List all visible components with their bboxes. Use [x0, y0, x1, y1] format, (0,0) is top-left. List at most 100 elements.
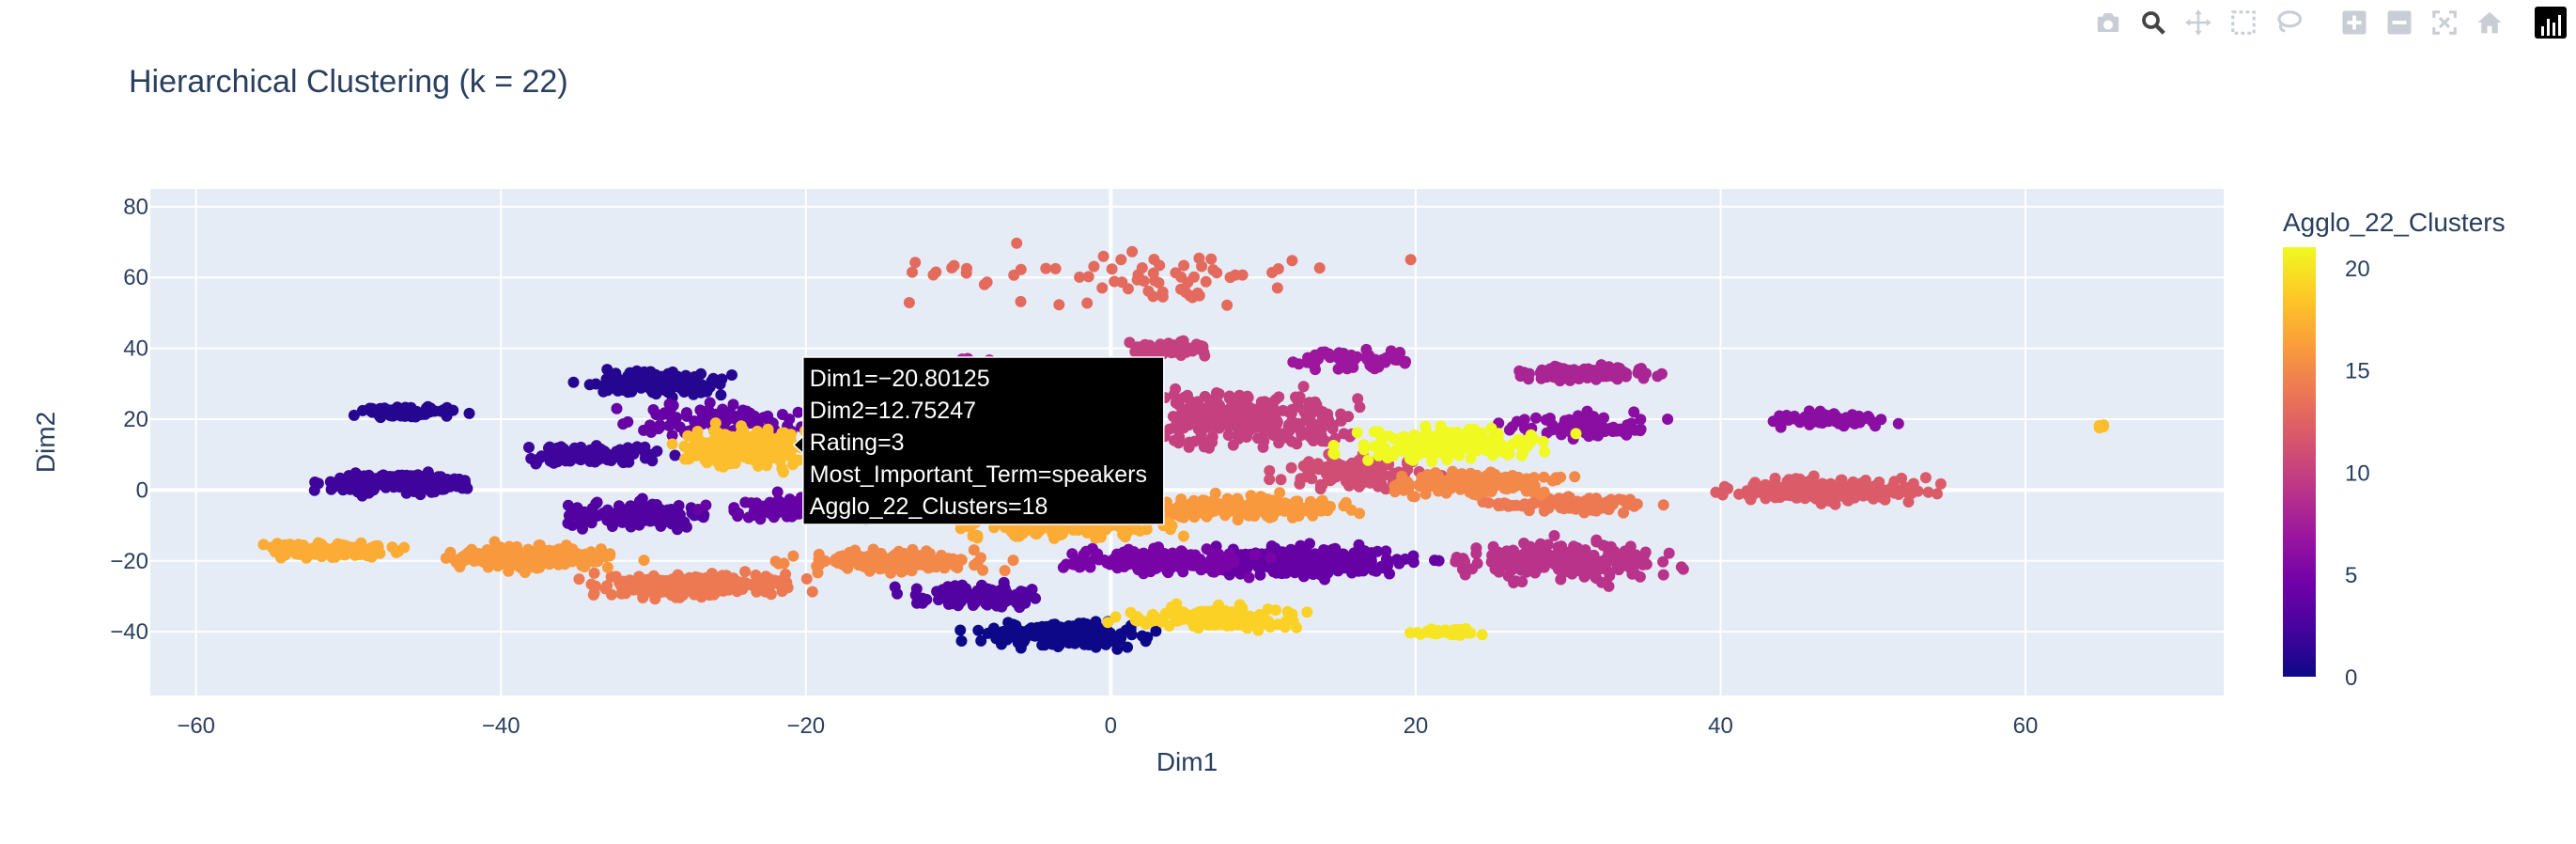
scatter-point[interactable]	[589, 456, 601, 468]
scatter-point[interactable]	[1793, 416, 1806, 429]
scatter-point[interactable]	[1325, 501, 1336, 512]
scatter-point[interactable]	[666, 438, 678, 450]
scatter-point[interactable]	[1054, 624, 1066, 636]
scatter-point[interactable]	[778, 503, 790, 515]
scatter-point[interactable]	[1343, 477, 1356, 490]
scatter-point[interactable]	[1019, 597, 1032, 609]
scatter-point[interactable]	[1147, 290, 1159, 303]
scatter-point[interactable]	[777, 466, 789, 478]
scatter-point[interactable]	[1227, 439, 1239, 451]
scatter-point[interactable]	[566, 519, 579, 531]
scatter-point[interactable]	[590, 446, 602, 459]
scatter-point[interactable]	[1569, 471, 1581, 483]
scatter-point[interactable]	[1249, 549, 1261, 561]
scatter-point[interactable]	[1209, 487, 1221, 499]
scatter-point[interactable]	[1588, 549, 1600, 561]
scatter-point[interactable]	[1362, 454, 1374, 466]
scatter-point[interactable]	[1493, 566, 1505, 578]
scatter-point[interactable]	[1458, 625, 1470, 637]
scatter-point[interactable]	[1125, 629, 1138, 641]
scatter-point[interactable]	[1576, 501, 1589, 513]
scatter-point[interactable]	[1819, 409, 1831, 421]
scatter-point[interactable]	[674, 591, 686, 603]
scatter-point[interactable]	[1015, 263, 1027, 275]
scatter-point[interactable]	[1117, 528, 1129, 540]
scatter-point[interactable]	[1525, 540, 1536, 553]
scatter-point[interactable]	[1010, 530, 1022, 542]
scatter-point[interactable]	[1435, 441, 1448, 453]
scatter-point[interactable]	[1523, 373, 1534, 385]
scatter-point[interactable]	[1395, 433, 1407, 445]
scatter-point[interactable]	[1635, 423, 1647, 435]
scatter-point[interactable]	[1618, 426, 1630, 437]
scatter-point[interactable]	[1261, 414, 1273, 425]
scatter-point[interactable]	[727, 399, 739, 411]
scatter-point[interactable]	[1404, 627, 1416, 639]
scatter-point[interactable]	[1396, 470, 1408, 482]
scatter-point[interactable]	[1286, 255, 1298, 267]
scatter-point[interactable]	[787, 550, 799, 562]
scatter-point[interactable]	[1503, 424, 1515, 436]
scatter-point[interactable]	[1922, 486, 1934, 498]
plot-area[interactable]	[150, 189, 2224, 696]
scatter-point[interactable]	[1462, 482, 1473, 494]
scatter-point[interactable]	[602, 379, 614, 391]
scatter-point[interactable]	[1662, 414, 1674, 425]
scatter-point[interactable]	[1332, 565, 1344, 577]
scatter-point[interactable]	[669, 449, 681, 461]
scatter-point[interactable]	[1635, 414, 1647, 426]
scatter-point[interactable]	[709, 417, 722, 430]
scatter-point[interactable]	[1180, 346, 1192, 358]
scatter-point[interactable]	[1118, 550, 1130, 562]
scatter-point[interactable]	[975, 634, 987, 647]
scatter-point[interactable]	[1222, 430, 1234, 441]
scatter-point[interactable]	[1336, 359, 1348, 371]
scatter-point[interactable]	[405, 483, 417, 495]
scatter-point[interactable]	[1358, 439, 1370, 451]
scatter-point[interactable]	[530, 458, 542, 470]
scatter-point[interactable]	[257, 539, 270, 551]
scatter-point[interactable]	[625, 500, 637, 512]
scatter-point[interactable]	[1380, 545, 1392, 557]
scatter-point[interactable]	[1274, 487, 1286, 499]
scatter-point[interactable]	[1080, 621, 1093, 633]
scatter-point[interactable]	[1870, 420, 1881, 432]
scatter-point[interactable]	[663, 420, 675, 431]
scatter-point[interactable]	[694, 446, 706, 459]
scatter-point[interactable]	[1591, 559, 1603, 571]
scatter-point[interactable]	[310, 540, 322, 553]
scatter-point[interactable]	[1624, 540, 1637, 553]
scatter-point[interactable]	[733, 448, 745, 460]
scatter-point[interactable]	[1303, 397, 1315, 409]
scatter-point[interactable]	[329, 480, 341, 492]
scatter-point[interactable]	[1560, 424, 1573, 436]
scatter-point[interactable]	[806, 586, 818, 598]
scatter-point[interactable]	[546, 548, 558, 560]
scatter-point[interactable]	[1445, 629, 1457, 640]
scatter-point[interactable]	[956, 587, 969, 600]
scatter-point[interactable]	[972, 624, 985, 636]
scatter-point[interactable]	[588, 555, 600, 567]
scatter-point[interactable]	[968, 544, 980, 556]
scatter-point[interactable]	[996, 638, 1007, 650]
scatter-point[interactable]	[1252, 432, 1264, 445]
scatter-point[interactable]	[1049, 262, 1062, 274]
scatter-point[interactable]	[1156, 286, 1169, 298]
scatter-point[interactable]	[1321, 545, 1333, 557]
scatter-point[interactable]	[819, 555, 830, 567]
scatter-point[interactable]	[1597, 370, 1609, 383]
scatter-point[interactable]	[652, 502, 663, 514]
scatter-point[interactable]	[1505, 561, 1516, 573]
scatter-point[interactable]	[1466, 563, 1479, 575]
scatter-point[interactable]	[1222, 502, 1234, 513]
scatter-point[interactable]	[1368, 441, 1380, 452]
scatter-point[interactable]	[590, 580, 601, 592]
scatter-point[interactable]	[1352, 393, 1364, 405]
scatter-point[interactable]	[647, 404, 660, 415]
scatter-point[interactable]	[653, 383, 665, 395]
scatter-point[interactable]	[885, 567, 897, 579]
scatter-point[interactable]	[1404, 479, 1416, 492]
scatter-point[interactable]	[1294, 391, 1306, 403]
scatter-point[interactable]	[601, 504, 613, 516]
scatter-point[interactable]	[1138, 275, 1150, 287]
